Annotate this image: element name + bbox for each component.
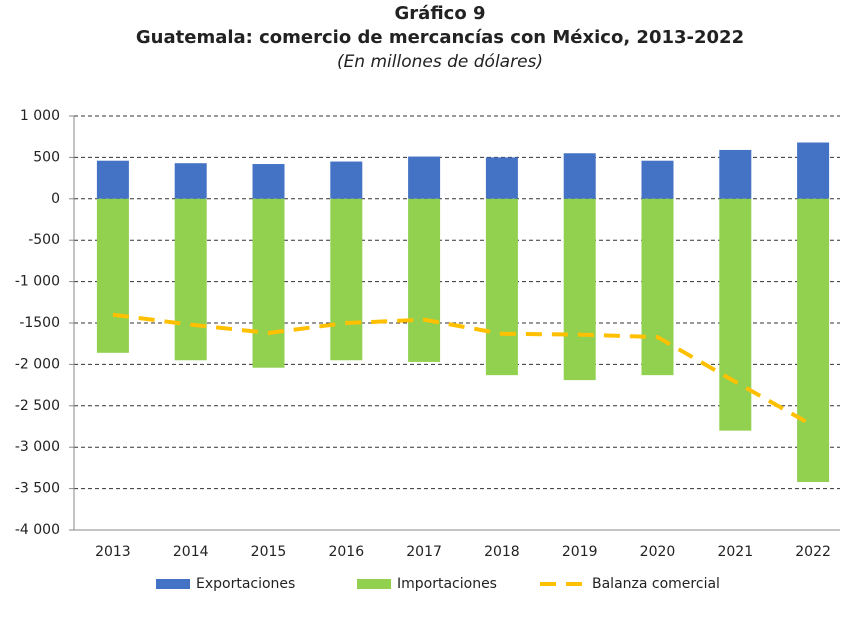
y-tick-label: -2 500 bbox=[15, 398, 60, 414]
x-tick-label: 2021 bbox=[717, 544, 753, 560]
y-tick-label: -3 500 bbox=[15, 481, 60, 497]
x-tick-label: 2013 bbox=[95, 544, 131, 560]
legend-swatch bbox=[357, 579, 391, 589]
legend-label: Balanza comercial bbox=[592, 576, 720, 592]
balance-line bbox=[112, 312, 815, 428]
y-tick-label: -500 bbox=[28, 232, 60, 248]
y-tick-label: -2 000 bbox=[15, 356, 60, 372]
y-tick-label: 500 bbox=[33, 149, 60, 165]
legend-label: Importaciones bbox=[397, 576, 497, 592]
chart-subtitle: Guatemala: comercio de mercancías con Mé… bbox=[136, 27, 744, 48]
x-tick-label: 2022 bbox=[795, 544, 831, 560]
x-tick-label: 2014 bbox=[173, 544, 209, 560]
bar bbox=[563, 153, 596, 199]
legend-swatch bbox=[156, 579, 190, 589]
bar bbox=[485, 198, 518, 376]
legend-label: Exportaciones bbox=[196, 576, 295, 592]
bar bbox=[252, 164, 285, 199]
chart-title: Gráfico 9 bbox=[395, 3, 486, 24]
y-tick-label: 1 000 bbox=[20, 108, 60, 124]
x-tick-label: 2015 bbox=[251, 544, 287, 560]
x-tick-label: 2017 bbox=[406, 544, 442, 560]
bar bbox=[174, 198, 207, 361]
y-tick-label: -1 000 bbox=[15, 274, 60, 290]
bar bbox=[96, 160, 129, 199]
bar bbox=[563, 198, 596, 381]
x-tick-label: 2020 bbox=[640, 544, 676, 560]
bar bbox=[797, 142, 830, 199]
y-tick-label: -3 000 bbox=[15, 439, 60, 455]
y-tick-label: 0 bbox=[51, 191, 60, 207]
bar bbox=[719, 149, 752, 199]
y-tick-label: -1500 bbox=[19, 315, 60, 331]
bar bbox=[641, 198, 674, 376]
bar bbox=[174, 163, 207, 199]
x-tick-label: 2019 bbox=[562, 544, 598, 560]
bar bbox=[408, 198, 441, 362]
x-tick-label: 2016 bbox=[328, 544, 364, 560]
bar bbox=[641, 160, 674, 199]
chart-note: (En millones de dólares) bbox=[337, 52, 543, 72]
x-tick-label: 2018 bbox=[484, 544, 520, 560]
bar bbox=[252, 198, 285, 368]
bar bbox=[330, 198, 363, 361]
bar bbox=[485, 157, 518, 199]
bar bbox=[330, 161, 363, 199]
y-tick-label: -4 000 bbox=[15, 522, 60, 538]
bar bbox=[719, 198, 752, 431]
bar bbox=[408, 156, 441, 199]
bar bbox=[96, 198, 129, 353]
bar bbox=[797, 198, 830, 482]
